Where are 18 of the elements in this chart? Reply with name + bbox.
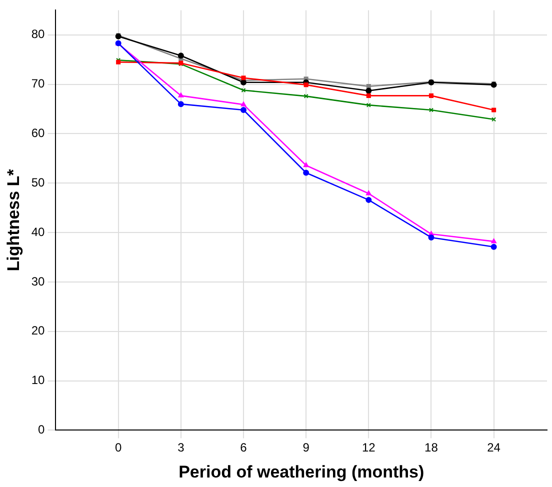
y-axis-title: Lightness L* <box>4 168 23 272</box>
x-tick-label: 18 <box>424 440 438 455</box>
y-tick-label: 20 <box>31 324 46 338</box>
y-tick-label: 50 <box>31 175 46 190</box>
y-tick-label: 70 <box>31 76 46 91</box>
y-tick-label: 60 <box>31 126 46 140</box>
x-tick-label: 24 <box>487 440 501 455</box>
y-tick-label: 10 <box>31 373 46 388</box>
y-tick-label: 80 <box>31 27 46 42</box>
x-tick-label: 6 <box>240 440 248 455</box>
x-tick-label: 12 <box>362 440 376 455</box>
x-tick-label: 9 <box>302 440 310 455</box>
y-tick-label: 30 <box>31 274 46 288</box>
x-tick-label: 0 <box>114 440 122 455</box>
x-axis-title: Period of weathering (months) <box>178 462 424 482</box>
y-tick-label: 40 <box>31 224 46 239</box>
y-tick-label: 0 <box>38 422 46 437</box>
x-tick-label: 3 <box>178 440 185 455</box>
